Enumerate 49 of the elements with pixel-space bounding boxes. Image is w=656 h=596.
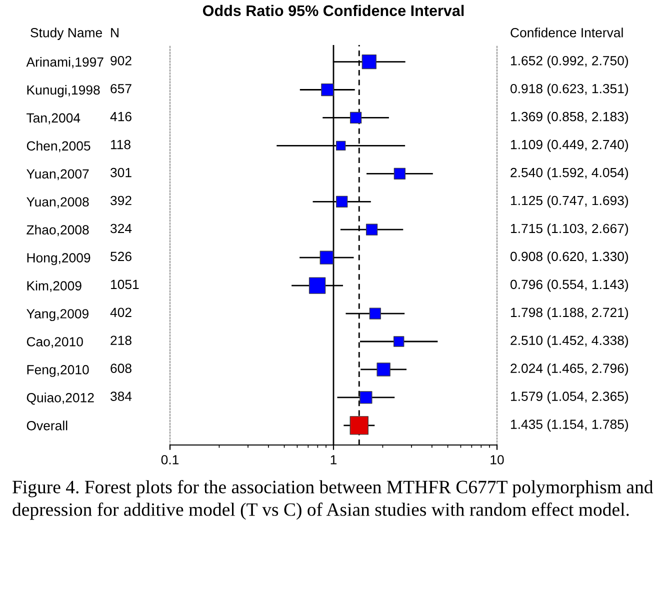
- data-label: 1.798 (1.188, 2.721): [511, 307, 628, 320]
- data-label: 0.796 (0.554, 1.143): [510, 279, 628, 292]
- text: 392: [110, 196, 132, 206]
- text: 301: [110, 168, 132, 178]
- data-label: 1.652 (0.992, 2.750): [511, 56, 628, 68]
- data-label: 2.024 (1.465, 2.796): [510, 363, 628, 376]
- data-label: 0.908 (0.620, 1.330): [510, 251, 628, 264]
- text: Confidence Interval: [510, 28, 623, 38]
- y-tick-label: Tan,2004: [26, 113, 80, 124]
- x-tick-label: 10: [490, 455, 504, 464]
- y-tick-label: Feng,2010: [27, 365, 89, 377]
- data-label: 1.579 (1.054, 2.365): [511, 391, 628, 404]
- data-label: 1.109 (0.449, 2.740): [511, 140, 628, 152]
- chart-title: Odds Ratio 95% Confidence Interval: [202, 4, 464, 16]
- y-tick-label: Cao,2010: [26, 337, 83, 348]
- y-tick-label: Yang,2009: [26, 309, 88, 322]
- y-tick-label: Quiao,2012: [26, 392, 94, 405]
- text: 902: [110, 56, 132, 66]
- text: 416: [110, 112, 132, 122]
- text: 608: [110, 364, 132, 374]
- text: 218: [110, 336, 132, 346]
- data-label: 2.540 (1.592, 4.054): [510, 168, 628, 180]
- data-label: 2.510 (1.452, 4.338): [510, 335, 628, 348]
- y-tick-label: Kunugi,1998: [27, 84, 100, 98]
- x-tick-label: 1: [330, 455, 337, 464]
- data-label: 1.715 (1.103, 2.667): [511, 223, 628, 236]
- text: N: [111, 28, 118, 38]
- data-label: 0.918 (0.623, 1.351): [510, 84, 628, 96]
- x-tick-label: 0.1: [161, 455, 179, 464]
- y-tick-label: Arinami,1997: [26, 57, 104, 68]
- caption: Figure 4. Forest plots for the association between MTHFR C677T polymorphism and depression for additive model (T vs C) of Asian studies with random effect model.: [12, 480, 654, 520]
- data-label: 1.435 (1.154, 1.785): [511, 419, 628, 432]
- y-tick-label: Yuan,2008: [26, 197, 89, 208]
- text: 324: [110, 224, 132, 234]
- text: Study Name: [30, 28, 102, 40]
- text: 657: [110, 84, 132, 94]
- y-tick-label: Zhao,2008: [26, 224, 89, 236]
- y-tick-label: Overall: [26, 420, 68, 430]
- y-tick-label: Chen,2005: [26, 140, 90, 152]
- text: 384: [110, 392, 132, 401]
- text: 402: [110, 308, 132, 318]
- y-tick-label: Kim,2009: [27, 280, 82, 292]
- data-label: 1.125 (0.747, 1.693): [511, 195, 628, 208]
- text: 118: [111, 140, 130, 150]
- data-label: 1.369 (0.858, 2.183): [511, 112, 628, 124]
- y-tick-label: Yuan,2007: [26, 169, 89, 180]
- y-tick-label: Hong,2009: [27, 253, 90, 266]
- text: 526: [110, 252, 132, 262]
- text: 1051: [111, 280, 139, 290]
